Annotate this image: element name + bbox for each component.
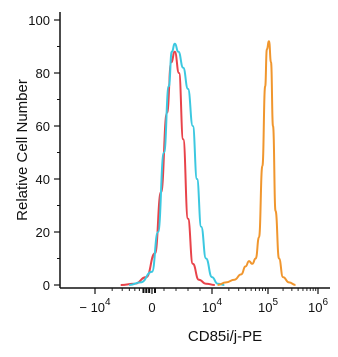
x-ticks: − 104 0 104 105 106 <box>79 288 328 315</box>
x-tick-label: 0 <box>148 300 155 315</box>
x-axis-title: CD85i/j-PE <box>188 328 262 345</box>
series-line-1 <box>120 50 215 286</box>
y-tick-label: 100 <box>28 13 50 28</box>
x-tick-label: − 104 <box>79 297 111 315</box>
y-ticks: 0 20 40 60 80 100 <box>28 13 60 293</box>
series-line-3 <box>217 40 296 286</box>
x-tick-label: 106 <box>308 297 328 315</box>
y-tick-label: 80 <box>36 66 50 81</box>
y-axis-title: Relative Cell Number <box>14 79 31 221</box>
series-lines <box>120 40 296 286</box>
x-tick-label: 105 <box>258 297 278 315</box>
y-tick-label: 0 <box>43 278 50 293</box>
y-tick-label: 60 <box>36 119 50 134</box>
x-tick-label: 104 <box>202 297 222 315</box>
series-line-2 <box>129 42 225 286</box>
y-tick-label: 20 <box>36 225 50 240</box>
axes <box>59 12 330 289</box>
y-tick-label: 40 <box>36 172 50 187</box>
